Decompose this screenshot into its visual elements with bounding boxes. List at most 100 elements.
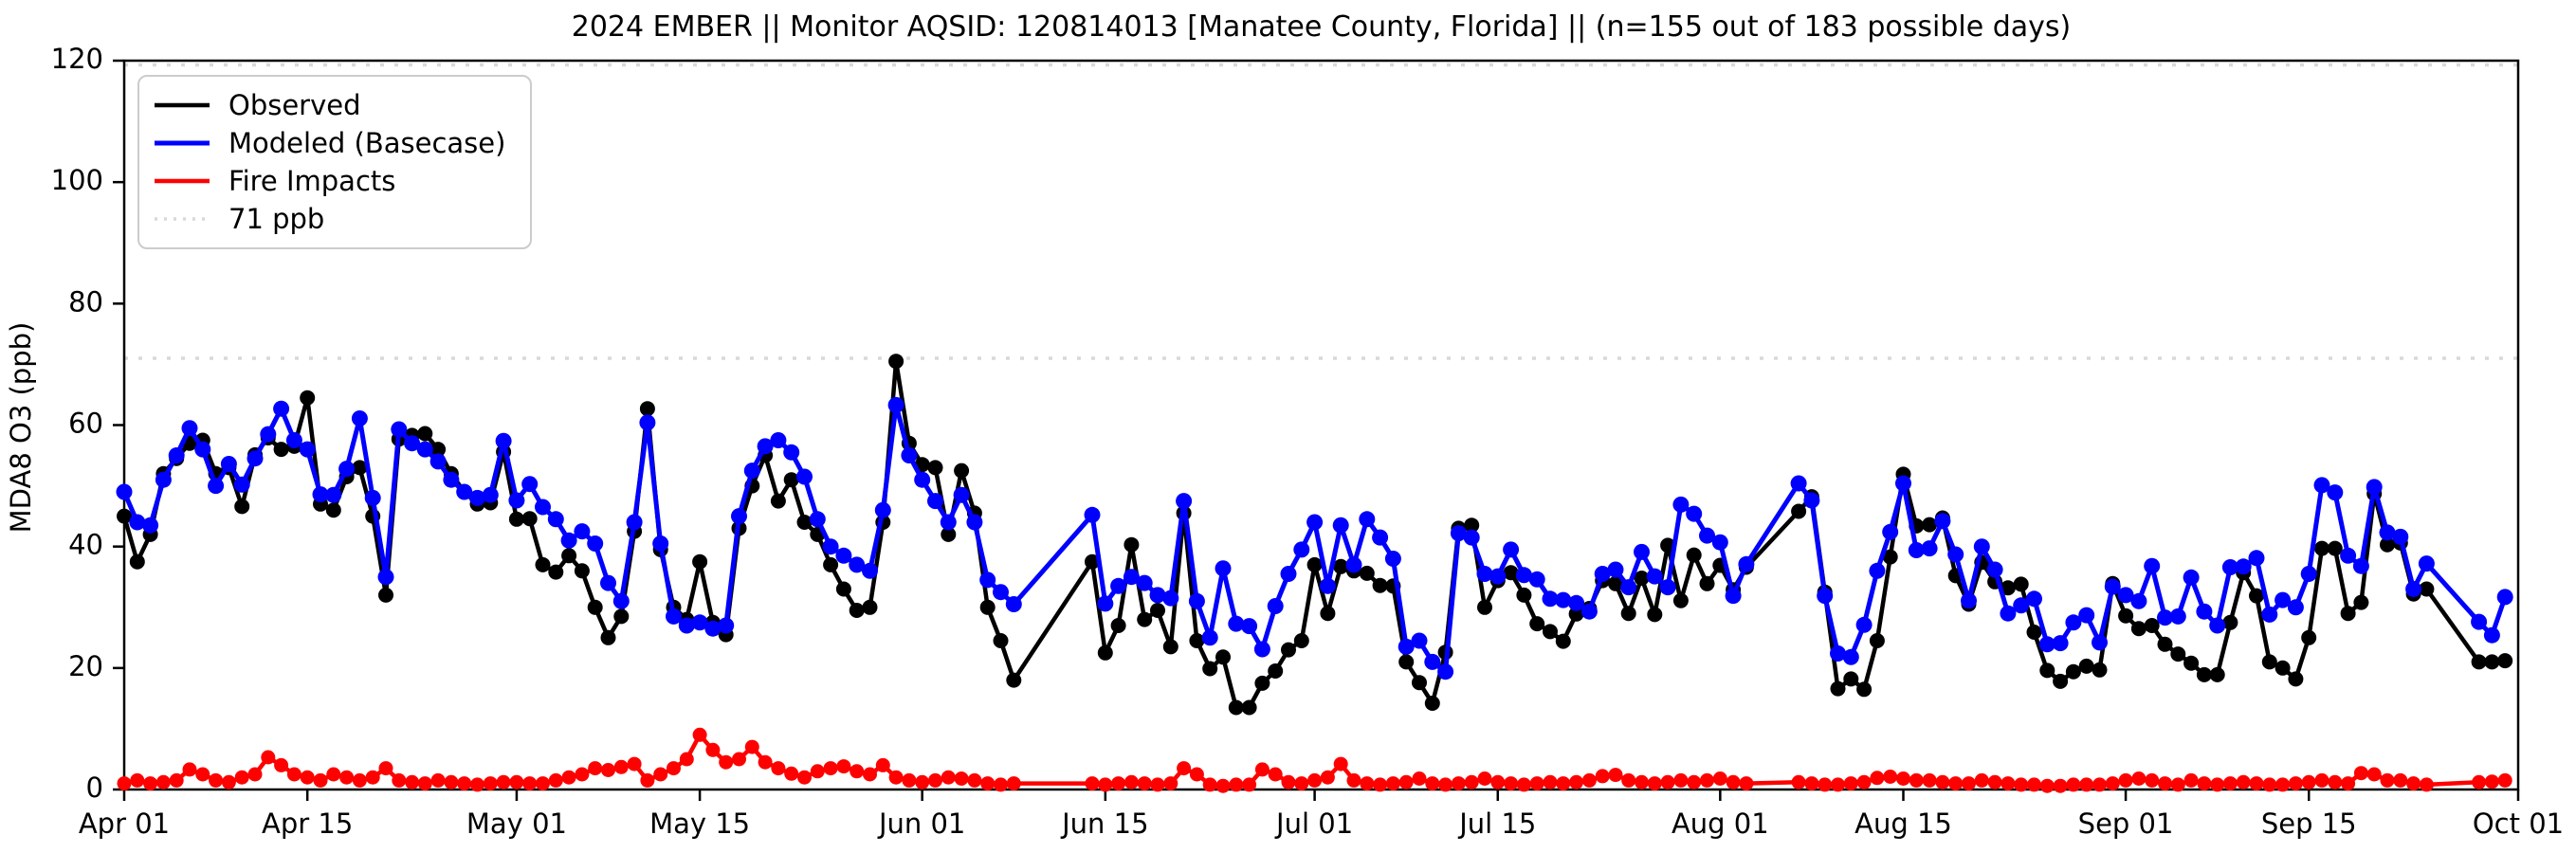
modeled-basecase--marker — [495, 432, 512, 449]
fire-impacts-marker — [1229, 777, 1244, 792]
fire-impacts-marker — [1909, 772, 1924, 788]
fire-impacts-marker — [928, 772, 942, 788]
modeled-basecase--marker — [874, 501, 891, 518]
observed-marker — [927, 460, 943, 476]
observed-marker — [1424, 696, 1440, 711]
fire-impacts-marker — [326, 767, 341, 782]
fire-impacts-marker — [1529, 776, 1544, 791]
modeled-basecase--marker — [1384, 551, 1401, 567]
fire-impacts-marker — [2341, 776, 2356, 791]
observed-marker — [1672, 592, 1689, 608]
observed-marker — [2092, 662, 2108, 678]
modeled-basecase--marker — [1542, 590, 1559, 608]
y-tick-label: 0 — [86, 771, 103, 804]
fire-impacts-marker — [1856, 774, 1872, 789]
fire-impacts-marker — [1647, 776, 1662, 791]
observed-marker — [2144, 618, 2160, 633]
fire-impacts-marker — [1870, 771, 1885, 786]
observed-marker — [2497, 653, 2513, 669]
observed-marker — [1543, 624, 1558, 640]
fire-impacts-marker — [588, 761, 603, 776]
modeled-basecase--marker — [1319, 577, 1336, 594]
fire-impacts-marker — [261, 750, 276, 765]
fire-impacts-marker — [417, 776, 432, 791]
modeled-basecase--marker — [914, 471, 931, 488]
modeled-basecase--marker — [2026, 590, 2042, 608]
fire-impacts-marker — [2001, 776, 2016, 791]
fire-impacts-marker — [2380, 772, 2395, 788]
x-tick-label: Sep 01 — [2078, 808, 2174, 840]
observed-marker — [1608, 575, 1623, 591]
observed-marker — [783, 472, 799, 488]
fire-impacts-marker — [1124, 774, 1139, 789]
fire-impacts-marker — [575, 767, 590, 782]
modeled-basecase--marker — [1842, 648, 1859, 665]
modeled-basecase--marker — [966, 514, 983, 531]
observed-marker — [1464, 517, 1480, 534]
modeled-basecase--marker — [181, 420, 198, 437]
fire-impacts-marker — [457, 776, 472, 791]
fire-impacts-marker — [313, 772, 328, 788]
modeled-basecase--marker — [639, 414, 656, 431]
fire-impacts-marker — [365, 770, 380, 785]
modeled-basecase--marker — [2065, 614, 2082, 631]
modeled-basecase--marker — [1594, 566, 1611, 582]
modeled-basecase--marker — [1332, 517, 1349, 534]
modeled-basecase--marker — [1803, 492, 1820, 509]
observed-marker — [300, 390, 316, 406]
y-tick-label: 40 — [68, 529, 103, 561]
modeled-basecase--marker — [2471, 613, 2488, 630]
modeled-basecase--marker — [626, 514, 643, 531]
fire-impacts-marker — [195, 767, 210, 782]
modeled-basecase--marker — [757, 438, 774, 455]
observed-marker — [2484, 654, 2500, 670]
fire-impacts-marker — [2197, 776, 2212, 791]
modeled-line-swatch — [155, 140, 210, 146]
fire-impacts-marker — [1477, 771, 1492, 786]
x-tick-label: Apr 01 — [79, 808, 170, 840]
observed-marker — [1869, 633, 1885, 648]
modeled-basecase--marker — [482, 486, 499, 503]
modeled-basecase--marker — [1686, 505, 1703, 522]
fire-impacts-marker — [640, 772, 655, 788]
modeled-basecase--marker — [862, 562, 878, 579]
modeled-basecase--marker — [2327, 484, 2344, 501]
fire-impacts-marker — [221, 774, 236, 789]
modeled-basecase--marker — [129, 514, 146, 531]
modeled-basecase--marker — [508, 492, 525, 509]
fire-impacts-marker — [2027, 777, 2041, 792]
fire-impacts-marker — [1006, 776, 1021, 791]
observed-marker — [613, 608, 630, 625]
modeled-basecase--marker — [1345, 556, 1362, 573]
observed-marker — [1516, 587, 1532, 603]
modeled-basecase--marker — [678, 617, 695, 634]
fire-impacts-marker — [1163, 776, 1178, 791]
fire-impacts-marker — [1242, 777, 1257, 792]
fire-impacts-marker — [2366, 767, 2382, 782]
observed-marker — [1359, 565, 1375, 581]
fire-impacts-marker — [2183, 772, 2199, 788]
modeled-basecase--marker — [1817, 588, 1834, 605]
modeled-basecase--marker — [809, 511, 826, 528]
fire-impacts-marker — [915, 774, 930, 789]
modeled-basecase--marker — [1515, 567, 1532, 584]
fire-impacts-marker — [1425, 776, 1440, 791]
observed-marker — [2026, 625, 2042, 640]
fire-impacts-marker — [850, 764, 865, 779]
observed-marker — [2170, 646, 2186, 662]
modeled-basecase--marker — [2313, 477, 2330, 494]
observed-marker — [1162, 639, 1178, 655]
fire-impacts-marker — [1987, 774, 2002, 789]
modeled-basecase--marker — [247, 450, 264, 467]
observed-marker — [1320, 606, 1336, 622]
fire-impacts-marker — [1464, 774, 1479, 789]
observed-line — [121, 358, 2508, 710]
fire-impacts-marker — [496, 774, 511, 789]
fire-impacts-marker — [1254, 762, 1270, 777]
observed-marker — [979, 599, 996, 615]
modeled-basecase--marker — [1123, 569, 1140, 586]
modeled-basecase--marker — [1659, 579, 1676, 596]
modeled-basecase--marker — [1580, 603, 1598, 620]
modeled-basecase--marker — [469, 489, 485, 506]
